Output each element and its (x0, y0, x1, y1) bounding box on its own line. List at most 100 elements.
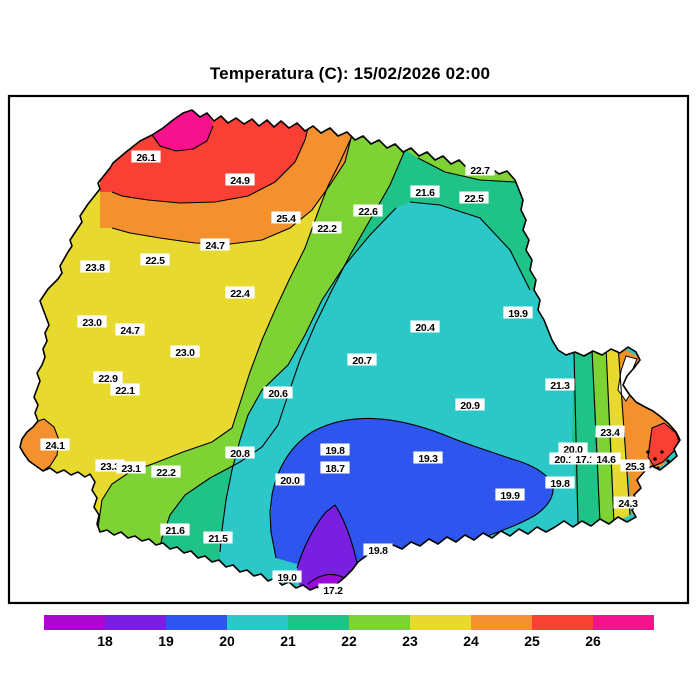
svg-text:26.1: 26.1 (136, 152, 156, 164)
station-label: 14.6 (591, 452, 621, 466)
svg-text:22.2: 22.2 (156, 467, 176, 479)
station-label: 22.7 (465, 163, 495, 177)
station-label: 26.1 (131, 150, 161, 164)
station-label: 23.0 (77, 315, 107, 329)
svg-text:19.8: 19.8 (550, 478, 570, 490)
legend-tick-labels: 18 19 20 21 22 23 24 25 26 (0, 633, 700, 651)
station-label: 22.6 (353, 204, 383, 218)
svg-text:24.7: 24.7 (120, 325, 140, 337)
svg-text:17.1: 17.1 (575, 454, 595, 466)
station-label: 22.2 (312, 221, 342, 235)
station-label: 21.6 (410, 185, 440, 199)
station-label: 20.7 (347, 353, 377, 367)
station-label: 19.8 (363, 543, 393, 557)
station-label: 22.5 (140, 253, 170, 267)
station-label: 23.8 (80, 260, 110, 274)
legend-colorbar (44, 615, 654, 630)
svg-text:22.5: 22.5 (464, 193, 484, 205)
station-label: 25.3 (620, 459, 650, 473)
station-label: 17.2 (318, 583, 348, 597)
svg-text:20.9: 20.9 (460, 400, 480, 412)
svg-text:21.6: 21.6 (165, 525, 185, 537)
legend-tick: 22 (341, 633, 357, 649)
svg-text:23.1: 23.1 (121, 463, 141, 475)
svg-text:22.2: 22.2 (317, 223, 337, 235)
svg-text:19.0: 19.0 (277, 572, 297, 584)
legend-tick: 19 (158, 633, 174, 649)
station-label: 21.5 (203, 531, 233, 545)
station-label: 19.8 (545, 476, 575, 490)
svg-text:23.8: 23.8 (85, 262, 105, 274)
svg-text:22.1: 22.1 (115, 385, 135, 397)
station-label: 19.8 (320, 443, 350, 457)
station-label: 21.6 (160, 523, 190, 537)
station-label: 24.3 (613, 496, 643, 510)
svg-text:22.7: 22.7 (470, 165, 490, 177)
contour-lines (20, 125, 680, 585)
svg-text:20.7: 20.7 (352, 355, 372, 367)
svg-text:24.3: 24.3 (618, 498, 638, 510)
svg-text:20.6: 20.6 (268, 388, 288, 400)
station-label: 22.1 (110, 383, 140, 397)
station-label: 19.9 (503, 306, 533, 320)
station-label: 24.7 (115, 323, 145, 337)
station-label: 22.9 (93, 371, 123, 385)
svg-text:19.8: 19.8 (325, 445, 345, 457)
station-label: 22.4 (225, 286, 255, 300)
svg-text:24.7: 24.7 (205, 240, 225, 252)
svg-text:14.6: 14.6 (596, 454, 616, 466)
svg-text:21.5: 21.5 (208, 533, 228, 545)
svg-text:19.9: 19.9 (500, 490, 520, 502)
svg-text:20.0: 20.0 (280, 475, 300, 487)
svg-text:19.9: 19.9 (508, 308, 528, 320)
legend-color-segment (105, 615, 166, 630)
station-label: 20.8 (225, 446, 255, 460)
svg-text:20.1: 20.1 (554, 454, 574, 466)
station-label: 24.1 (40, 438, 70, 452)
svg-text:23.3: 23.3 (100, 461, 120, 473)
svg-text:23.4: 23.4 (600, 427, 620, 439)
svg-text:22.5: 22.5 (145, 255, 165, 267)
station-label: 18.7 (320, 461, 350, 475)
legend-color-segment (44, 615, 105, 630)
svg-text:20.4: 20.4 (415, 322, 435, 334)
legend-tick: 20 (219, 633, 235, 649)
svg-text:24.9: 24.9 (230, 175, 250, 187)
svg-text:22.9: 22.9 (98, 373, 118, 385)
svg-text:22.6: 22.6 (358, 206, 378, 218)
legend-color-segment (593, 615, 654, 630)
station-label: 23.4 (595, 425, 625, 439)
legend-tick: 25 (524, 633, 540, 649)
svg-text:21.6: 21.6 (415, 187, 435, 199)
legend-color-segment (227, 615, 288, 630)
legend-color-segment (288, 615, 349, 630)
station-label: 20.0 (275, 473, 305, 487)
station-label: 20.9 (455, 398, 485, 412)
station-label: 20.4 (410, 320, 440, 334)
svg-text:23.0: 23.0 (175, 347, 195, 359)
station-label: 21.3 (545, 378, 575, 392)
station-label: 24.7 (200, 238, 230, 252)
svg-text:25.3: 25.3 (625, 461, 645, 473)
legend-tick: 24 (463, 633, 479, 649)
svg-text:19.3: 19.3 (418, 453, 438, 465)
svg-text:20.8: 20.8 (230, 448, 250, 460)
legend-color-segment (166, 615, 227, 630)
station-label: 19.9 (495, 488, 525, 502)
svg-text:22.4: 22.4 (230, 288, 250, 300)
legend-tick: 26 (585, 633, 601, 649)
svg-text:17.2: 17.2 (323, 585, 343, 597)
station-label: 20.6 (263, 386, 293, 400)
svg-text:25.4: 25.4 (276, 213, 296, 225)
svg-text:18.7: 18.7 (325, 463, 345, 475)
station-label: 23.0 (170, 345, 200, 359)
legend-color-segment (532, 615, 593, 630)
legend-tick: 18 (97, 633, 113, 649)
page-title: Temperatura (C): 15/02/2026 02:00 (209, 64, 491, 83)
legend-tick: 21 (280, 633, 296, 649)
svg-text:19.8: 19.8 (368, 545, 388, 557)
legend-tick: 23 (402, 633, 418, 649)
svg-text:24.1: 24.1 (45, 440, 65, 452)
